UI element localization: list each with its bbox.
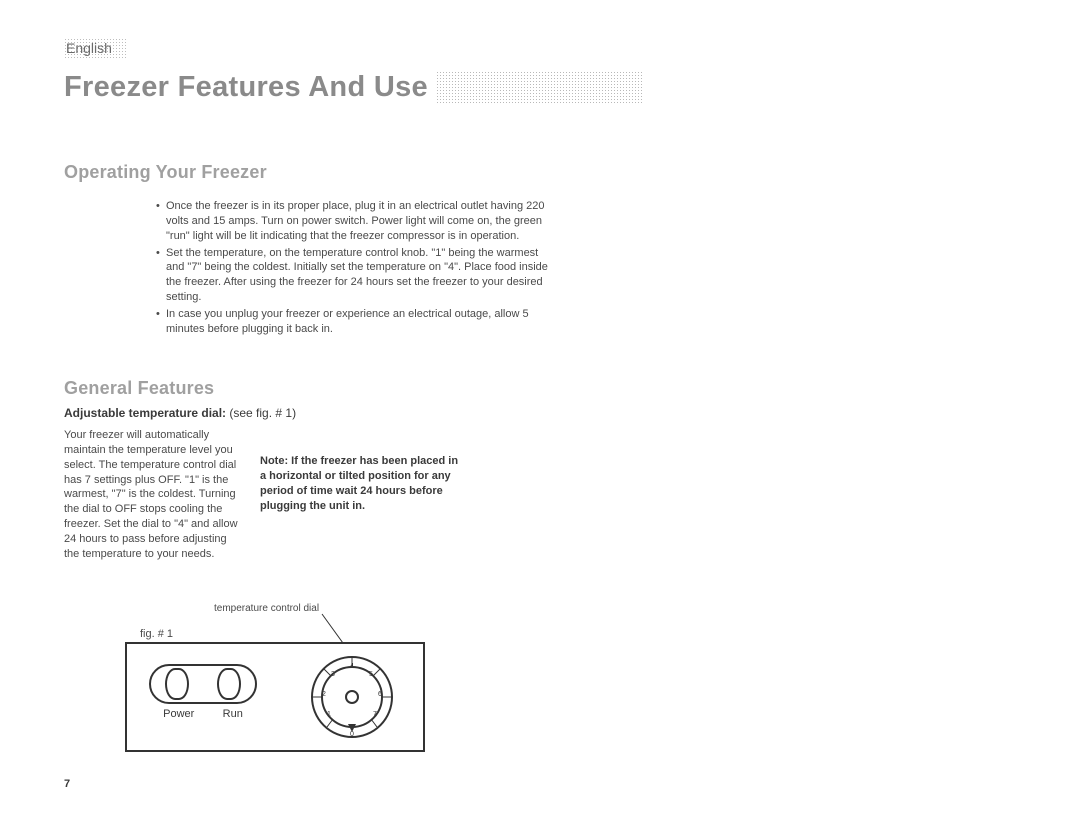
general-left-paragraph: Your freezer will automatically maintain…: [64, 428, 242, 562]
feature-label-bold: Adjustable temperature dial:: [64, 406, 226, 420]
dial-num: 3: [331, 671, 335, 678]
title-dot-fill: [436, 71, 644, 103]
page-title: Freezer Features And Use: [64, 71, 428, 104]
page-title-row: Freezer Features And Use: [64, 64, 644, 110]
general-right-note: Note: If the freezer has been placed in …: [260, 454, 460, 513]
power-label: Power: [163, 708, 194, 720]
operating-bullets: Once the freezer is in its proper place,…: [116, 199, 556, 339]
dial-num: 2: [322, 691, 326, 698]
power-light-icon: [165, 668, 189, 700]
bullet-item: Once the freezer is in its proper place,…: [156, 199, 556, 244]
bullet-item: In case you unplug your freezer or exper…: [156, 307, 556, 337]
feature-line: Adjustable temperature dial: (see fig. #…: [64, 406, 296, 420]
page-number: 7: [64, 778, 70, 790]
indicator-lights: [149, 664, 257, 704]
dial-num: 5: [369, 671, 373, 678]
light-labels: Power Run: [149, 708, 257, 720]
section-heading-operating: Operating Your Freezer: [64, 162, 267, 183]
run-light-icon: [217, 668, 241, 700]
control-panel-diagram: Power Run 1 2 3 4 5 6 7 0: [125, 642, 425, 752]
dial-zero: 0: [350, 731, 354, 738]
run-label: Run: [223, 708, 243, 720]
bullet-item: Set the temperature, on the temperature …: [156, 246, 556, 305]
dial-num: 7: [373, 711, 377, 718]
feature-label-rest: (see fig. # 1): [226, 406, 296, 420]
manual-page: English Freezer Features And Use Operati…: [0, 0, 1080, 834]
section-heading-general: General Features: [64, 378, 214, 399]
figure-number: fig. # 1: [140, 628, 173, 640]
figure-caption: temperature control dial: [214, 603, 319, 614]
temperature-dial-icon: 1 2 3 4 5 6 7 0: [309, 654, 395, 740]
dial-num: 6: [378, 691, 382, 698]
language-label: English: [64, 38, 126, 58]
dial-num: 1: [327, 711, 331, 718]
